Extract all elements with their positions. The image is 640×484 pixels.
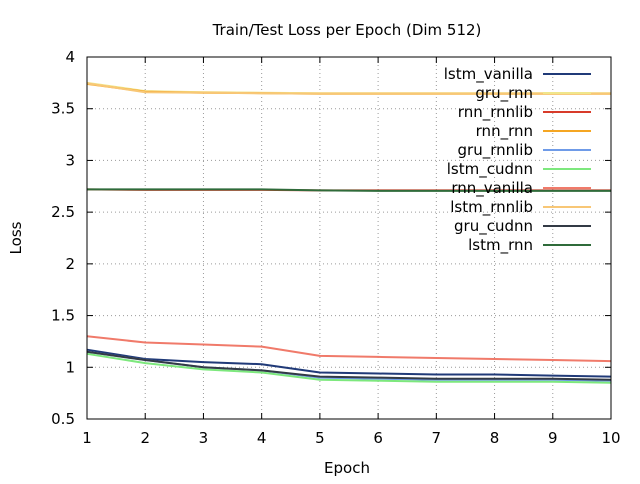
x-tick-label: 6 [373,429,383,447]
chart-title: Train/Test Loss per Epoch (Dim 512) [212,21,482,39]
legend-label-lstm-cudnn: lstm_cudnn [447,160,533,179]
legend-label-rnn-rnnlib: rnn_rnnlib [458,103,533,122]
y-tick-label: 3 [65,151,75,169]
legend-label-gru-rnn: gru_rnn [475,84,533,103]
series-layer [86,81,612,384]
x-tick-label: 7 [432,429,442,447]
legend-label-lstm-rnn: lstm_rnn [468,236,533,255]
series-line-lstm-vanilla [86,348,612,378]
x-tick-label: 3 [199,429,209,447]
x-tick-label: 8 [490,429,500,447]
y-tick-label: 4 [65,48,75,66]
legend-label-lstm-vanilla: lstm_vanilla [444,65,533,84]
series-line-lstm-cudnn [86,352,612,384]
legend-label-rnn-vanilla: rnn_vanilla [451,179,533,198]
grid-layer [87,57,611,419]
series-line-gru-cudnn [86,350,612,381]
y-tick-label: 1 [65,358,75,376]
y-tick-label: 1.5 [51,307,75,325]
y-tick-label: 0.5 [51,410,75,428]
series-line-lstm-rnnlib [86,82,611,95]
x-tick-label: 2 [140,429,150,447]
y-tick-label: 3.5 [51,100,75,118]
x-tick-label: 1 [82,429,92,447]
y-tick-label: 2.5 [51,203,75,221]
plot-frame [86,56,612,420]
x-tick-label: 10 [601,429,620,447]
legend-label-lstm-rnnlib: lstm_rnnlib [450,198,533,217]
series-line-lstm-rnn [87,188,611,192]
legend-label-gru-cudnn: gru_cudnn [454,217,533,236]
legend: lstm_vanillagru_rnnrnn_rnnlibrnn_rnngru_… [444,65,591,255]
tick-layer: 1 2 3 4 5 6 7 8 9 10 0.5 1 1.5 2 2.5 3 3.5 4 [51,48,620,447]
y-tick-label: 2 [65,255,75,273]
legend-label-rnn-rnn: rnn_rnn [476,122,533,141]
legend-label-gru-rnnlib: gru_rnnlib [458,141,533,160]
x-tick-label: 4 [257,429,267,447]
x-tick-label: 9 [548,429,558,447]
series-line-rnn-vanilla [86,335,612,363]
x-axis-title: Epoch [324,459,370,477]
x-tick-label: 5 [315,429,325,447]
y-axis-title: Loss [7,221,25,254]
axis-layer [86,56,612,420]
